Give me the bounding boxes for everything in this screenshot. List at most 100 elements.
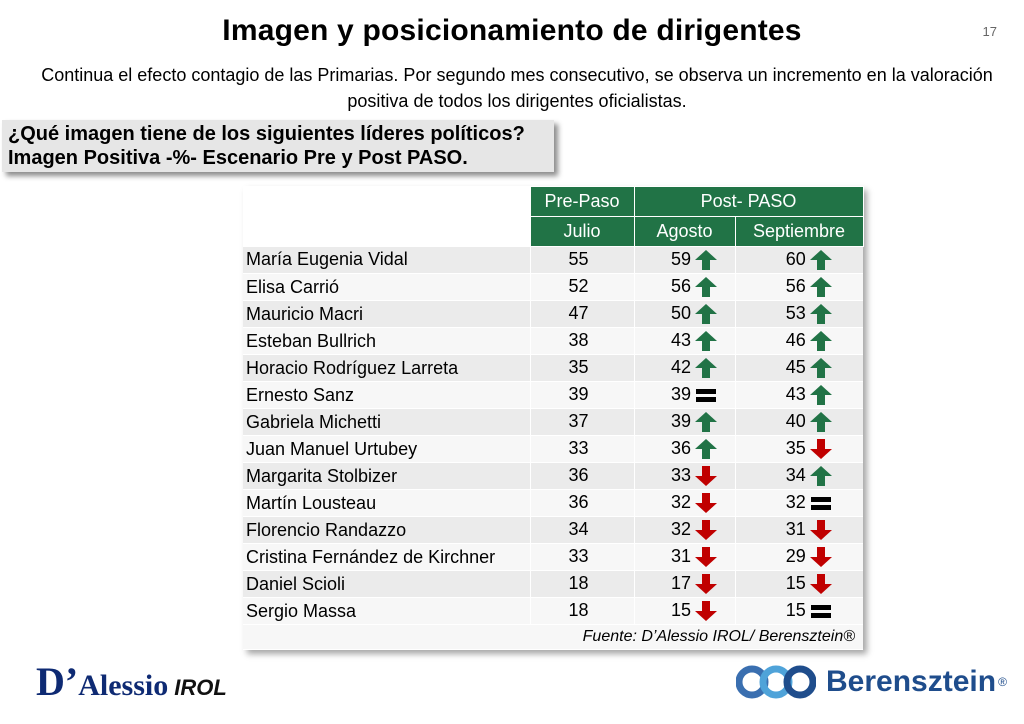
- leader-name: Gabriela Michetti: [243, 408, 530, 436]
- leader-name: Martín Lousteau: [243, 489, 530, 517]
- trend-indicator: [809, 303, 833, 325]
- source-row: Fuente: D’Alessio IROL/ Berensztein®: [243, 624, 864, 650]
- septiembre-value: 56: [785, 275, 806, 296]
- leader-name: Sergio Massa: [243, 597, 530, 625]
- arrow-up-icon: [695, 250, 717, 271]
- trend-indicator: [592, 519, 616, 541]
- septiembre-value: 29: [785, 545, 806, 566]
- trend-indicator: [592, 465, 616, 487]
- julio-value: 35: [568, 356, 589, 377]
- julio-value: 39: [568, 383, 589, 404]
- trend-indicator: [592, 249, 616, 271]
- agosto-value-cell: 17: [633, 570, 735, 598]
- agosto-value: 42: [670, 356, 691, 377]
- question-line-2: Imagen Positiva -%- Escenario Pre y Post…: [8, 147, 468, 169]
- leader-name: Cristina Fernández de Kirchner: [243, 543, 530, 571]
- image-table: Pre-Paso Post- PASO Julio Agosto Septiem…: [243, 186, 864, 650]
- julio-value: 55: [568, 248, 589, 269]
- group-header-post-paso: Post- PASO: [633, 186, 864, 217]
- julio-value-cell: 33: [529, 543, 634, 571]
- agosto-value-cell: 56: [633, 273, 735, 301]
- leader-name: Ernesto Sanz: [243, 381, 530, 409]
- table-row: Elisa Carrió 52 56 56: [243, 273, 864, 301]
- arrow-down-icon: [809, 520, 832, 541]
- leader-name: Florencio Randazzo: [243, 516, 530, 544]
- agosto-value-cell: 36: [633, 435, 735, 463]
- julio-value: 37: [568, 410, 589, 431]
- trend-indicator: [809, 411, 833, 433]
- arrow-up-icon: [695, 412, 717, 433]
- table-row: Esteban Bullrich 38 43 46: [243, 327, 864, 355]
- arrow-down-icon: [695, 601, 717, 622]
- julio-value-cell: 18: [529, 570, 634, 598]
- trend-indicator: [694, 384, 718, 406]
- agosto-value: 15: [670, 599, 691, 620]
- page-number: 17: [982, 24, 997, 39]
- column-header-julio: Julio: [529, 216, 635, 247]
- dalessio-irol-logo: D’Alessio IROL: [36, 658, 227, 704]
- agosto-value-cell: 59: [633, 246, 735, 274]
- agosto-value: 17: [670, 572, 691, 593]
- arrow-up-icon: [809, 385, 832, 406]
- arrow-up-icon: [809, 466, 832, 487]
- trend-indicator: [809, 546, 833, 568]
- julio-value: 18: [568, 572, 589, 593]
- arrow-up-icon: [695, 331, 717, 352]
- septiembre-value-cell: 53: [734, 300, 864, 328]
- page-title: Imagen y posicionamiento de dirigentes: [222, 14, 802, 47]
- equal-icon: [810, 497, 831, 511]
- agosto-value: 50: [670, 302, 691, 323]
- leader-name: Margarita Stolbizer: [243, 462, 530, 490]
- agosto-value: 32: [670, 491, 691, 512]
- agosto-value-cell: 33: [633, 462, 735, 490]
- source-note: Fuente: D’Alessio IROL/ Berensztein®: [243, 624, 864, 650]
- agosto-value-cell: 50: [633, 300, 735, 328]
- berensztein-mark-icon: [736, 665, 816, 699]
- table-row: Horacio Rodríguez Larreta 35 42 45: [243, 354, 864, 382]
- julio-value: 33: [568, 437, 589, 458]
- table-row: Mauricio Macri 47 50 53: [243, 300, 864, 328]
- julio-value-cell: 34: [529, 516, 634, 544]
- blank-header: [243, 187, 530, 217]
- septiembre-value: 34: [785, 464, 806, 485]
- leader-name: Mauricio Macri: [243, 300, 530, 328]
- trend-indicator: [809, 249, 833, 271]
- logo-right-name: Berensztein: [826, 665, 997, 698]
- leader-name: Esteban Bullrich: [243, 327, 530, 355]
- septiembre-value: 43: [785, 383, 806, 404]
- trend-indicator: [694, 249, 718, 271]
- trend-indicator: [694, 330, 718, 352]
- septiembre-value-cell: 32: [734, 489, 864, 517]
- trend-indicator: [592, 384, 616, 406]
- agosto-value-cell: 15: [633, 597, 735, 625]
- leader-name: Elisa Carrió: [243, 273, 530, 301]
- column-header-septiembre: Septiembre: [734, 216, 864, 247]
- trend-indicator: [809, 492, 833, 514]
- trend-indicator: [809, 276, 833, 298]
- table-row: Margarita Stolbizer 36 33 34: [243, 462, 864, 490]
- julio-value: 34: [568, 518, 589, 539]
- agosto-value: 56: [670, 275, 691, 296]
- logo-left-initial: D’: [36, 659, 79, 704]
- group-header-pre-paso: Pre-Paso: [529, 186, 635, 217]
- septiembre-value: 60: [785, 248, 806, 269]
- trend-indicator: [694, 573, 718, 595]
- arrow-down-icon: [695, 493, 717, 514]
- julio-value: 33: [568, 545, 589, 566]
- septiembre-value-cell: 15: [734, 597, 864, 625]
- table-row: Gabriela Michetti 37 39 40: [243, 408, 864, 436]
- trend-indicator: [592, 600, 616, 622]
- agosto-value-cell: 39: [633, 408, 735, 436]
- arrow-down-icon: [809, 439, 832, 460]
- arrow-up-icon: [809, 358, 832, 379]
- julio-value: 18: [568, 599, 589, 620]
- agosto-value-cell: 42: [633, 354, 735, 382]
- septiembre-value-cell: 43: [734, 381, 864, 409]
- trend-indicator: [694, 492, 718, 514]
- arrow-down-icon: [695, 574, 717, 595]
- question-box: ¿Qué imagen tiene de los siguientes líde…: [2, 120, 554, 172]
- agosto-value: 39: [670, 410, 691, 431]
- septiembre-value-cell: 40: [734, 408, 864, 436]
- septiembre-value-cell: 29: [734, 543, 864, 571]
- arrow-up-icon: [809, 277, 832, 298]
